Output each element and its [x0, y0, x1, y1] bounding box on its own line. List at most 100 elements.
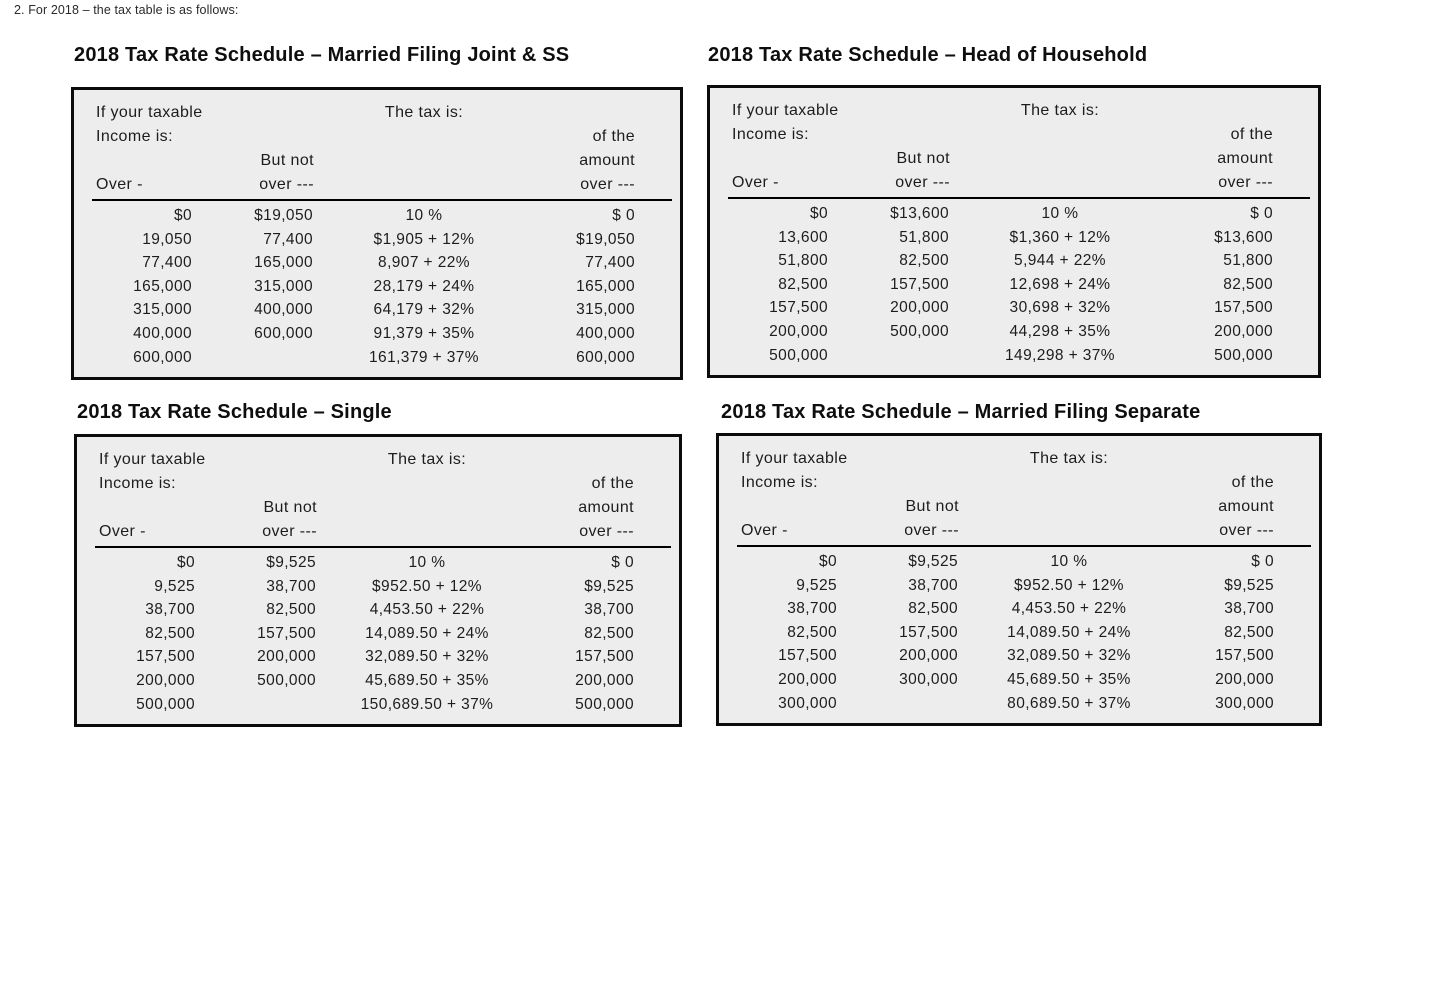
header-over-dots: over ---: [579, 523, 634, 540]
tax-table-card-hoh: 2018 Tax Rate Schedule – Head of Househo…: [705, 44, 1321, 378]
header-of-the: of the: [1230, 126, 1273, 143]
header-tax-is: The tax is:: [1020, 102, 1100, 119]
header-income-line1: If your taxable: [99, 451, 206, 468]
table-cell: 200,000: [575, 671, 634, 689]
table-row: 500,000 150,689.50 + 37% 500,000: [77, 693, 679, 717]
header-income-line2: Income is:: [732, 126, 809, 143]
header-of-the: of the: [1231, 474, 1274, 491]
table-title: 2018 Tax Rate Schedule – Married Filing …: [74, 44, 570, 66]
table-row: 315,000 400,000 64,179 + 32% 315,000: [74, 298, 680, 322]
table-cell: 157,500: [575, 648, 634, 666]
table-box: If your taxable The tax is: Income is: o…: [71, 87, 683, 380]
table-body: $0 $9,525 10 % $ 0 9,525 38,700 $952.50 + 12% $…: [719, 549, 1319, 715]
table-cell: 165,000: [133, 277, 192, 295]
table-cell: 600,000: [576, 348, 635, 366]
header-over-dots: over ---: [1219, 522, 1274, 539]
table-row: 157,500 200,000 32,089.50 + 32% 157,500: [719, 644, 1319, 668]
table-cell: $1,360 + 12%: [1009, 228, 1111, 246]
header-divider: [92, 199, 672, 201]
table-cell: 38,700: [1224, 600, 1274, 618]
table-cell: 200,000: [136, 671, 195, 689]
header-over: Over -: [99, 523, 146, 540]
table-cell: 10 %: [1050, 553, 1088, 570]
table-row: 500,000 149,298 + 37% 500,000: [710, 344, 1318, 368]
table-cell: 200,000: [257, 648, 316, 666]
header-of-the: of the: [591, 475, 634, 492]
table-cell: 157,500: [1215, 647, 1274, 665]
table-cell: $9,525: [266, 554, 316, 571]
table-cell: 400,000: [254, 301, 313, 319]
table-row: 157,500 200,000 32,089.50 + 32% 157,500: [77, 645, 679, 669]
table-cell: 500,000: [769, 346, 828, 364]
table-cell: 38,700: [787, 600, 837, 618]
table-cell: 45,689.50 + 35%: [365, 671, 489, 689]
header-income-line1: If your taxable: [96, 104, 203, 121]
table-cell: $ 0: [612, 207, 635, 224]
header-but-not: But not: [896, 150, 950, 167]
table-row: 200,000 500,000 44,298 + 35% 200,000: [710, 320, 1318, 344]
table-cell: 32,089.50 + 32%: [1007, 647, 1131, 665]
header-over: Over -: [741, 522, 788, 539]
table-cell: 157,500: [1214, 299, 1273, 317]
table-title: 2018 Tax Rate Schedule – Head of Househo…: [708, 44, 1148, 66]
table-cell: $0: [176, 554, 195, 571]
table-cell: 51,800: [1223, 252, 1273, 270]
table-cell: 28,179 + 24%: [373, 277, 475, 295]
header-over-dots: over ---: [259, 176, 314, 193]
table-row: 300,000 80,689.50 + 37% 300,000: [719, 692, 1319, 716]
table-cell: 10 %: [405, 207, 443, 224]
table-cell: 10 %: [1041, 205, 1079, 222]
table-cell: 200,000: [778, 670, 837, 688]
table-cell: 38,700: [145, 601, 195, 619]
table-cell: $0: [818, 553, 837, 570]
table-cell: 8,907 + 22%: [378, 254, 470, 272]
table-cell: 12,698 + 24%: [1009, 275, 1111, 293]
table-cell: 77,400: [585, 254, 635, 272]
table-body: $0 $19,050 10 % $ 0 19,050 77,400 $1,905 + 12%…: [74, 203, 680, 369]
table-box: If your taxable The tax is: Income is: o…: [716, 433, 1322, 726]
table-row: 82,500 157,500 14,089.50 + 24% 82,500: [77, 622, 679, 646]
table-row: $0 $9,525 10 % $ 0: [719, 550, 1319, 574]
table-cell: 200,000: [899, 647, 958, 665]
table-cell: 4,453.50 + 22%: [1011, 600, 1127, 618]
table-header: If your taxable The tax is: Income is: o…: [77, 448, 679, 544]
table-cell: [197, 693, 317, 717]
header-tax-is: The tax is:: [387, 451, 467, 468]
header-divider: [737, 545, 1311, 547]
table-cell: 82,500: [787, 623, 837, 641]
table-cell: 200,000: [769, 322, 828, 340]
table-cell: 14,089.50 + 24%: [1007, 623, 1131, 641]
table-header: If your taxable The tax is: Income is: o…: [719, 447, 1319, 543]
table-cell: [839, 692, 959, 716]
table-cell: 157,500: [257, 624, 316, 642]
table-cell: 315,000: [133, 301, 192, 319]
header-over: Over -: [96, 176, 143, 193]
table-cell: 64,179 + 32%: [373, 301, 475, 319]
header-amount: amount: [579, 152, 635, 169]
table-cell: 44,298 + 35%: [1009, 322, 1111, 340]
table-cell: 300,000: [778, 694, 837, 712]
table-cell: 13,600: [778, 228, 828, 246]
header-divider: [95, 546, 671, 548]
table-cell: 149,298 + 37%: [1005, 346, 1115, 364]
table-cell: $9,525: [1224, 576, 1274, 594]
table-cell: $13,600: [890, 205, 949, 222]
table-title: 2018 Tax Rate Schedule – Single: [77, 401, 392, 423]
header-amount: amount: [1218, 498, 1274, 515]
table-cell: 5,944 + 22%: [1014, 252, 1106, 270]
table-cell: 500,000: [257, 671, 316, 689]
table-cell: 500,000: [890, 322, 949, 340]
header-income-line1: If your taxable: [741, 450, 848, 467]
table-cell: 200,000: [1214, 322, 1273, 340]
table-row: 157,500 200,000 30,698 + 32% 157,500: [710, 296, 1318, 320]
table-row: 82,500 157,500 12,698 + 24% 82,500: [710, 273, 1318, 297]
table-row: $0 $19,050 10 % $ 0: [74, 204, 680, 228]
header-but-not: But not: [263, 499, 317, 516]
table-box: If your taxable The tax is: Income is: o…: [74, 434, 682, 727]
table-body: $0 $9,525 10 % $ 0 9,525 38,700 $952.50 + 12% $…: [77, 550, 679, 716]
table-cell: $952.50 + 12%: [372, 577, 482, 595]
table-cell: 10 %: [408, 554, 446, 571]
table-cell: 200,000: [1215, 670, 1274, 688]
table-cell: 9,525: [796, 576, 837, 594]
table-cell: 30,698 + 32%: [1009, 299, 1111, 317]
